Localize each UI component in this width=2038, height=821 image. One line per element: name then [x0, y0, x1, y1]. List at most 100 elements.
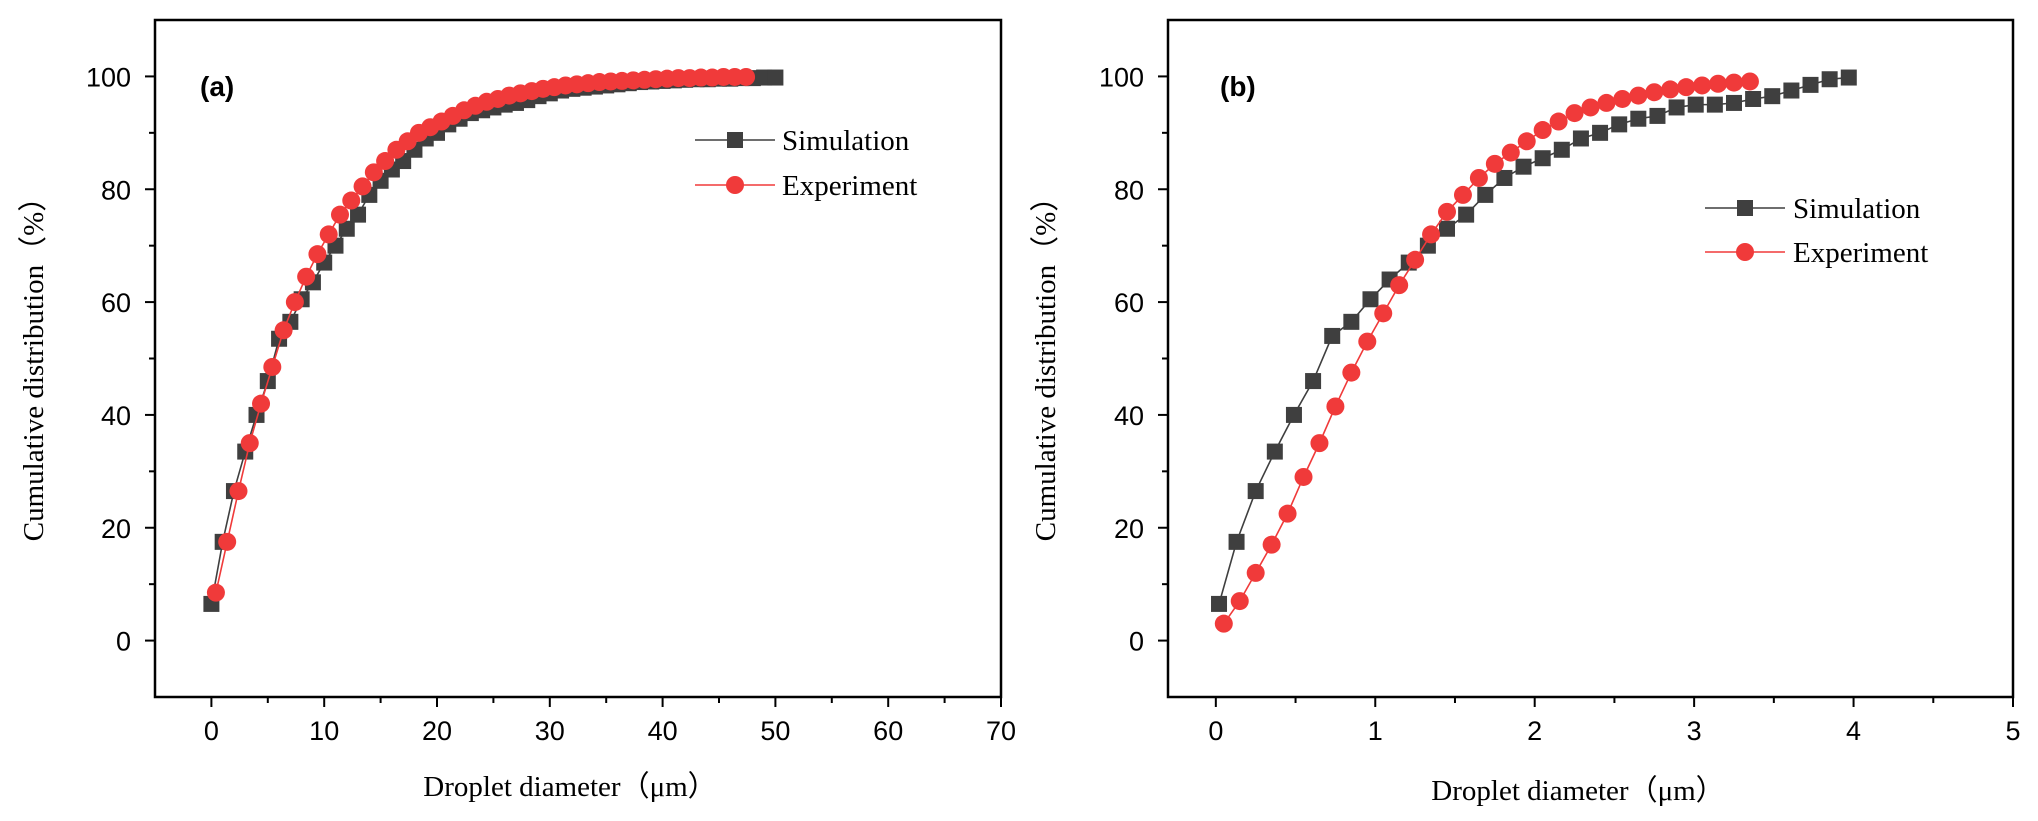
data-point-b-experiment [1310, 434, 1329, 453]
data-point-b-experiment [1342, 363, 1361, 382]
data-point-a-experiment [274, 321, 293, 340]
x-tick-label-b: 3 [1687, 716, 1702, 746]
y-tick-label-a: 80 [101, 175, 131, 205]
data-point-b-experiment [1230, 592, 1249, 611]
data-point-b-experiment [1645, 83, 1664, 102]
data-point-b-experiment [1469, 168, 1488, 187]
data-point-b-experiment [1693, 76, 1712, 95]
legend-b-marker-experiment [1736, 243, 1754, 261]
x-tick-label-b: 1 [1368, 716, 1383, 746]
data-point-b-simulation [1228, 533, 1245, 550]
y-tick-label-a: 60 [101, 288, 131, 318]
data-point-b-simulation [1458, 206, 1475, 223]
x-tick-label-b: 0 [1208, 716, 1223, 746]
y-tick-label-a: 100 [86, 62, 131, 92]
data-point-b-experiment [1485, 154, 1504, 173]
data-point-b-experiment [1326, 397, 1345, 416]
data-point-b-simulation [1649, 107, 1666, 124]
plot-frame-a [153, 18, 1003, 699]
data-point-b-simulation [1630, 110, 1647, 127]
data-point-a-simulation [338, 220, 355, 237]
panel-a: 0 10 20 30 40 50 60 70 0 20 40 60 80 100 (a) Droplet … [18, 18, 1016, 803]
data-point-b-experiment [1549, 112, 1568, 131]
data-point-b-experiment [1294, 467, 1313, 486]
y-tick-label-b: 80 [1114, 175, 1144, 205]
data-point-b-simulation [1611, 116, 1628, 133]
plot-area-b: 0 1 2 3 4 5 0 20 40 60 80 100 [1099, 18, 2021, 746]
series-line-a-experiment [215, 76, 747, 593]
data-point-b-experiment [1517, 132, 1536, 151]
data-point-b-simulation [1553, 141, 1570, 158]
x-tick-label-a: 50 [760, 716, 790, 746]
data-point-b-experiment [1533, 121, 1552, 140]
legend-b-label-experiment: Experiment [1793, 237, 1928, 269]
data-point-a-experiment [330, 205, 349, 224]
data-point-b-experiment [1724, 73, 1743, 92]
series-line-b-simulation [1218, 76, 1849, 605]
data-point-b-experiment [1438, 202, 1457, 221]
data-point-b-simulation [1439, 220, 1456, 237]
series-line-a-simulation [210, 76, 776, 605]
data-point-a-experiment [737, 67, 756, 86]
data-point-b-experiment [1358, 332, 1377, 351]
x-tick-label-b: 5 [2005, 716, 2020, 746]
data-point-b-experiment [1374, 304, 1393, 323]
data-point-a-experiment [342, 191, 361, 210]
x-tick-label-b: 4 [1846, 716, 1861, 746]
data-point-a-experiment [319, 225, 338, 244]
data-point-b-simulation [1285, 406, 1302, 423]
data-point-b-experiment [1740, 72, 1759, 91]
y-tick-label-b: 60 [1114, 288, 1144, 318]
data-point-b-simulation [1802, 76, 1819, 93]
panel-label-b: (b) [1220, 71, 1256, 102]
x-tick-label-a: 30 [535, 716, 565, 746]
panel-label-a: (a) [200, 71, 234, 102]
legend-a-label-experiment: Experiment [782, 170, 917, 202]
data-point-a-simulation [767, 69, 784, 86]
x-tick-label-a: 60 [873, 716, 903, 746]
data-point-a-experiment [263, 357, 282, 376]
x-tick-label-a: 20 [422, 716, 452, 746]
plot-area-a: 0 10 20 30 40 50 60 70 0 20 40 60 80 100 [86, 18, 1016, 746]
data-point-b-experiment [1565, 104, 1584, 123]
legend-a-marker-experiment [726, 176, 744, 194]
data-point-b-simulation [1745, 90, 1762, 107]
data-point-b-simulation [1764, 88, 1781, 105]
data-point-b-simulation [1706, 96, 1723, 113]
data-point-a-experiment [308, 245, 327, 264]
data-point-b-experiment [1709, 74, 1728, 93]
legend-a-marker-simulation [727, 132, 743, 148]
data-point-b-simulation [1687, 96, 1704, 113]
data-point-b-experiment [1262, 535, 1281, 554]
y-tick-label-b: 20 [1114, 514, 1144, 544]
data-point-a-experiment [252, 394, 271, 413]
y-tick-label-a: 20 [101, 514, 131, 544]
data-point-b-simulation [1266, 443, 1283, 460]
data-point-b-experiment [1422, 225, 1441, 244]
data-point-a-experiment [353, 177, 372, 196]
legend-b: Simulation Experiment [1705, 193, 1928, 269]
data-point-a-experiment [376, 152, 395, 171]
y-axis-label-b: Cumulative distribution（%） [1030, 183, 1062, 541]
data-point-b-simulation [1324, 327, 1341, 344]
data-point-b-simulation [1477, 186, 1494, 203]
data-point-b-simulation [1668, 99, 1685, 116]
data-point-b-experiment [1390, 276, 1409, 295]
data-point-b-simulation [1783, 82, 1800, 99]
data-point-a-experiment [218, 532, 237, 551]
data-point-b-simulation [1211, 595, 1228, 612]
data-point-b-experiment [1677, 78, 1696, 97]
data-point-b-simulation [1305, 373, 1322, 390]
data-point-a-experiment [229, 482, 248, 501]
legend-b-marker-simulation [1737, 200, 1753, 216]
x-tick-label-a: 0 [204, 716, 219, 746]
data-point-b-simulation [1534, 150, 1551, 167]
data-point-b-simulation [1821, 71, 1838, 88]
legend-a-label-simulation: Simulation [782, 125, 910, 157]
data-point-a-simulation [350, 206, 367, 223]
legend-b-label-simulation: Simulation [1793, 193, 1921, 225]
x-axis-label-a: Droplet diameter（μm） [423, 771, 716, 803]
data-point-b-simulation [1572, 130, 1589, 147]
y-axis-label-a: Cumulative distribution（%） [18, 183, 50, 541]
